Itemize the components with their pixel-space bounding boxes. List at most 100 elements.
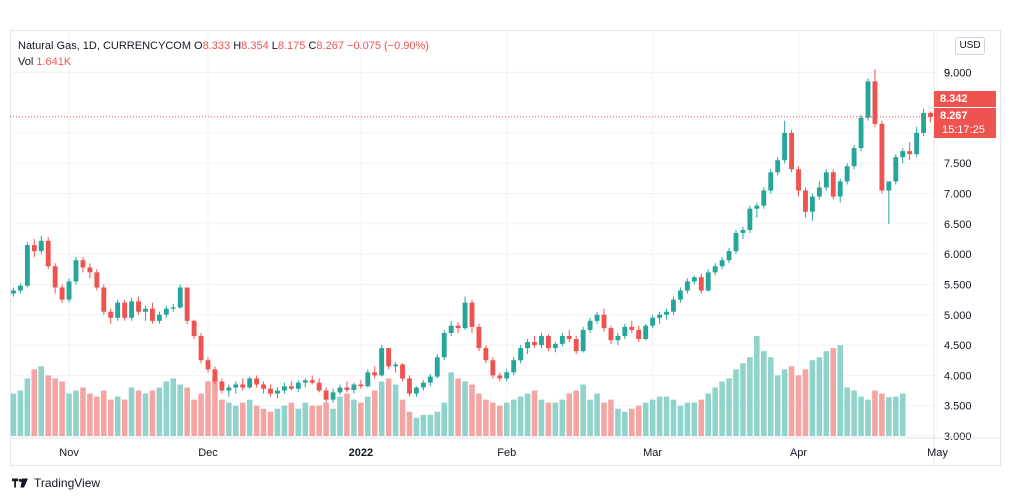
vol-value: 1.641K xyxy=(36,56,72,68)
candle-body xyxy=(358,384,364,387)
candle-body xyxy=(865,81,871,118)
volume-bar xyxy=(142,393,149,436)
volume-bar xyxy=(413,417,420,436)
candle-body xyxy=(775,160,781,173)
candle-body xyxy=(149,308,155,321)
volume-bar xyxy=(239,402,246,436)
candle-body xyxy=(907,151,913,155)
volume-bar xyxy=(573,390,579,436)
volume-bar xyxy=(622,411,628,436)
candle-body xyxy=(219,381,225,391)
candle-body xyxy=(309,380,315,383)
candle-body xyxy=(94,272,100,288)
candle-body xyxy=(816,187,822,197)
candle-body xyxy=(705,272,711,291)
candle-body xyxy=(511,360,517,373)
volume-bar xyxy=(781,369,788,436)
ohlc-row: Natural Gas, 1D, CURRENCYCOM O8.333 H8.3… xyxy=(18,38,429,54)
volume-bar xyxy=(17,390,24,436)
volume-bar xyxy=(121,399,128,436)
volume-bar xyxy=(288,402,295,436)
volume-bar xyxy=(844,387,850,436)
candle-body xyxy=(59,287,65,300)
candle-body xyxy=(379,348,385,376)
volume-bar xyxy=(656,396,663,436)
candle-body xyxy=(462,302,468,329)
candle-body xyxy=(525,342,531,349)
candle-body xyxy=(796,169,801,191)
chart-legend: Natural Gas, 1D, CURRENCYCOM O8.333 H8.3… xyxy=(18,38,429,70)
volume-bar xyxy=(114,396,121,436)
volume-bar xyxy=(795,375,802,436)
candle-body xyxy=(427,376,433,383)
candle-body xyxy=(205,360,211,370)
candle-body xyxy=(212,369,218,382)
volume-bar xyxy=(531,390,538,436)
volume-bar xyxy=(837,345,843,436)
candle-body xyxy=(281,386,287,391)
candle-body xyxy=(177,287,183,308)
candle-body xyxy=(490,360,496,376)
candle-body xyxy=(733,232,739,252)
candle-body xyxy=(914,132,920,155)
volume-bar xyxy=(601,402,607,436)
candle-body xyxy=(928,112,933,117)
candle-body xyxy=(288,386,294,389)
volume-bar xyxy=(899,393,906,436)
volume-bar xyxy=(851,390,857,436)
candle-body xyxy=(664,311,669,315)
candle-body xyxy=(115,302,121,318)
volume-bar xyxy=(302,402,309,436)
candle-body xyxy=(740,229,746,233)
candle-body xyxy=(302,380,308,383)
volume-bar xyxy=(615,408,621,436)
volume-bar xyxy=(10,393,17,436)
candles xyxy=(11,69,933,403)
candle-body xyxy=(650,317,656,326)
candle-body xyxy=(921,112,927,133)
candle-body xyxy=(566,335,572,340)
candle-body xyxy=(268,388,273,394)
candle-body xyxy=(789,132,795,170)
high-price-tag: 8.342 xyxy=(934,91,996,107)
time-tick-label: Mar xyxy=(643,447,662,459)
candle-body xyxy=(344,387,350,390)
candle-body xyxy=(872,81,878,124)
volume-bar xyxy=(503,402,510,436)
price-tick-label: 4.500 xyxy=(944,340,972,352)
time-tick-label: Nov xyxy=(59,447,79,459)
currency-button[interactable]: USD xyxy=(955,37,985,55)
volume-bar xyxy=(38,366,45,436)
candle-body xyxy=(407,378,412,394)
volume-bar xyxy=(267,411,274,436)
volume-bar xyxy=(476,393,482,436)
candle-body xyxy=(587,320,593,330)
volume-bar xyxy=(358,402,364,436)
volume-bar xyxy=(726,378,732,436)
volume-bar xyxy=(830,348,837,436)
candle-body xyxy=(844,166,850,182)
candle-body xyxy=(469,302,475,327)
volume-bar xyxy=(156,387,163,436)
volume-bar xyxy=(420,414,427,436)
candle-body xyxy=(580,329,586,352)
volume-bar xyxy=(344,393,350,436)
time-tick-label: 2022 xyxy=(349,447,373,459)
volume-bar xyxy=(316,405,322,436)
candle-body xyxy=(156,314,162,321)
candle-body xyxy=(573,339,579,352)
candle-body xyxy=(594,314,600,321)
price-tick-label: 5.000 xyxy=(944,310,972,322)
volume-bar xyxy=(642,402,649,436)
volume-bar xyxy=(260,408,267,436)
volume-bar xyxy=(226,402,232,436)
candle-body xyxy=(455,325,461,329)
symbol-label[interactable]: Natural Gas, 1D, CURRENCYCOM xyxy=(18,40,191,52)
volume-bar xyxy=(629,408,635,436)
volume-bar xyxy=(677,405,684,436)
close-label: C xyxy=(308,40,317,52)
branding[interactable]: TradingView xyxy=(12,476,100,490)
candle-body xyxy=(316,382,322,391)
price-tick-label: 9.000 xyxy=(944,67,972,79)
